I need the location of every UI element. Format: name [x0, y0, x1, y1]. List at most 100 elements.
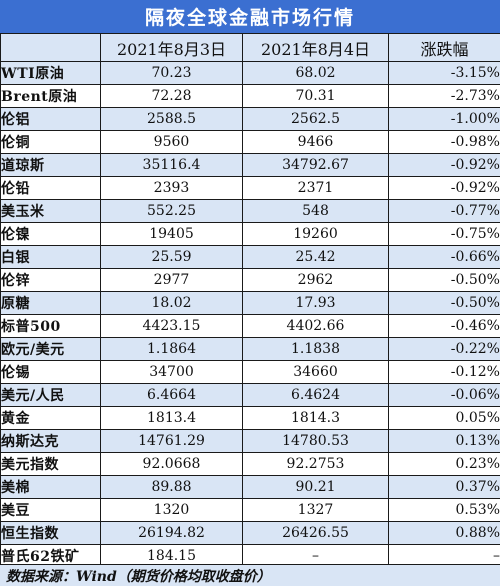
value-day-1: 2977 [100, 268, 243, 292]
value-day-2: 1.1838 [242, 337, 389, 361]
value-day-1: 26194.82 [100, 521, 243, 545]
table-row: 伦铝 2588.5 2562.5 -1.00% [0, 107, 500, 131]
instrument-name: 原糖 [0, 291, 101, 315]
change-percent: -0.66% [388, 245, 500, 269]
value-day-1: 19405 [100, 222, 243, 246]
instrument-name: 纳斯达克 [0, 429, 101, 453]
instrument-name: WTI原油 [0, 61, 101, 85]
value-day-2: 6.4624 [242, 383, 389, 407]
table-row: 美元/人民 6.4664 6.4624 -0.06% [0, 383, 500, 407]
table-row: 伦锌 2977 2962 -0.50% [0, 268, 500, 292]
value-day-2: 2562.5 [242, 107, 389, 131]
change-percent: -0.50% [388, 268, 500, 292]
value-day-2: 19260 [242, 222, 389, 246]
value-day-1: 2588.5 [100, 107, 243, 131]
change-percent: -0.92% [388, 176, 500, 200]
instrument-name: 美元指数 [0, 452, 101, 476]
value-day-2: 548 [242, 199, 389, 223]
change-percent: -3.15% [388, 61, 500, 85]
header-date-1: 2021年8月3日 [100, 33, 243, 62]
table-row: 纳斯达克 14761.29 14780.53 0.13% [0, 429, 500, 453]
quote-table: 2021年8月3日 2021年8月4日 涨跌幅 WTI原油 70.23 68.02-… [0, 33, 500, 568]
table-row: 伦镍 19405 19260 -0.75% [0, 222, 500, 246]
value-day-2: 25.42 [242, 245, 389, 269]
instrument-name: 伦铅 [0, 176, 101, 200]
table-row: 原糖 18.02 17.93 -0.50% [0, 291, 500, 315]
value-day-1: 1813.4 [100, 406, 243, 430]
table-row: 白银 25.59 25.42 -0.66% [0, 245, 500, 269]
instrument-name: 伦镍 [0, 222, 101, 246]
value-day-1: 9560 [100, 130, 243, 154]
table-row: 道琼斯 35116.4 34792.67 -0.92% [0, 153, 500, 177]
value-day-2: 34660 [242, 360, 389, 384]
table-row: 恒生指数 26194.82 26426.55 0.88% [0, 521, 500, 545]
change-percent: -0.12% [388, 360, 500, 384]
value-day-2: 2962 [242, 268, 389, 292]
instrument-name: 美元/人民 [0, 383, 101, 407]
value-day-1: 25.59 [100, 245, 243, 269]
value-day-1: 14761.29 [100, 429, 243, 453]
instrument-name: 黄金 [0, 406, 101, 430]
change-percent: -0.46% [388, 314, 500, 338]
instrument-name: 标普500 [0, 314, 101, 338]
change-percent: -0.22% [388, 337, 500, 361]
table-row: 伦铅 2393 2371 -0.92% [0, 176, 500, 200]
instrument-name: 白银 [0, 245, 101, 269]
table-row: 欧元/美元 1.1864 1.1838 -0.22% [0, 337, 500, 361]
value-day-1: 92.0668 [100, 452, 243, 476]
value-day-1: 552.25 [100, 199, 243, 223]
instrument-name: 美豆 [0, 498, 101, 522]
header-date-2: 2021年8月4日 [242, 33, 389, 62]
value-day-1: 18.02 [100, 291, 243, 315]
header-row: 2021年8月3日 2021年8月4日 涨跌幅 [0, 33, 500, 62]
instrument-name: 道琼斯 [0, 153, 101, 177]
change-percent: 0.05% [388, 406, 500, 430]
table-row: 伦锡 34700 34660 -0.12% [0, 360, 500, 384]
instrument-name: Brent原油 [0, 84, 101, 108]
change-percent: 0.13% [388, 429, 500, 453]
table-row: 美元指数 92.0668 92.2753 0.23% [0, 452, 500, 476]
instrument-name: 美玉米 [0, 199, 101, 223]
change-percent: -2.73% [388, 84, 500, 108]
value-day-2: 2371 [242, 176, 389, 200]
value-day-1: 2393 [100, 176, 243, 200]
change-percent: -1.00% [388, 107, 500, 131]
value-day-2: 1814.3 [242, 406, 389, 430]
change-percent: -0.98% [388, 130, 500, 154]
value-day-1: 72.28 [100, 84, 243, 108]
instrument-name: 伦铜 [0, 130, 101, 154]
table-row: 标普500 4423.15 4402.66 -0.46% [0, 314, 500, 338]
table-title: 隔夜全球金融市场行情 [0, 0, 500, 33]
instrument-name: 伦锌 [0, 268, 101, 292]
value-day-2: 90.21 [242, 475, 389, 499]
value-day-1: 70.23 [100, 61, 243, 85]
value-day-2: 92.2753 [242, 452, 389, 476]
instrument-name: 伦铝 [0, 107, 101, 131]
instrument-name: 美棉 [0, 475, 101, 499]
change-percent: 0.23% [388, 452, 500, 476]
value-day-1: 35116.4 [100, 153, 243, 177]
table-row: Brent原油 72.28 70.31 -2.73% [0, 84, 500, 108]
instrument-name: 欧元/美元 [0, 337, 101, 361]
value-day-2: 26426.55 [242, 521, 389, 545]
value-day-2: 68.02 [242, 61, 389, 85]
change-percent: -0.92% [388, 153, 500, 177]
change-percent: 0.88% [388, 521, 500, 545]
table-row: 伦铜 9560 9466 -0.98% [0, 130, 500, 154]
change-percent: -0.77% [388, 199, 500, 223]
table-row: 黄金 1813.4 1814.3 0.05% [0, 406, 500, 430]
value-day-1: 4423.15 [100, 314, 243, 338]
change-percent: -0.75% [388, 222, 500, 246]
value-day-2: 9466 [242, 130, 389, 154]
table-row: WTI原油 70.23 68.02 -3.15% [0, 61, 500, 85]
source-note: 数据来源：Wind（期货价格均取收盘价） [0, 564, 500, 586]
value-day-2: 1327 [242, 498, 389, 522]
value-day-2: 17.93 [242, 291, 389, 315]
table-row: 美豆 1320 1327 0.53% [0, 498, 500, 522]
change-percent: -0.06% [388, 383, 500, 407]
value-day-2: 70.31 [242, 84, 389, 108]
table-row: 美玉米 552.25 548 -0.77% [0, 199, 500, 223]
change-percent: 0.37% [388, 475, 500, 499]
header-change: 涨跌幅 [388, 33, 500, 62]
